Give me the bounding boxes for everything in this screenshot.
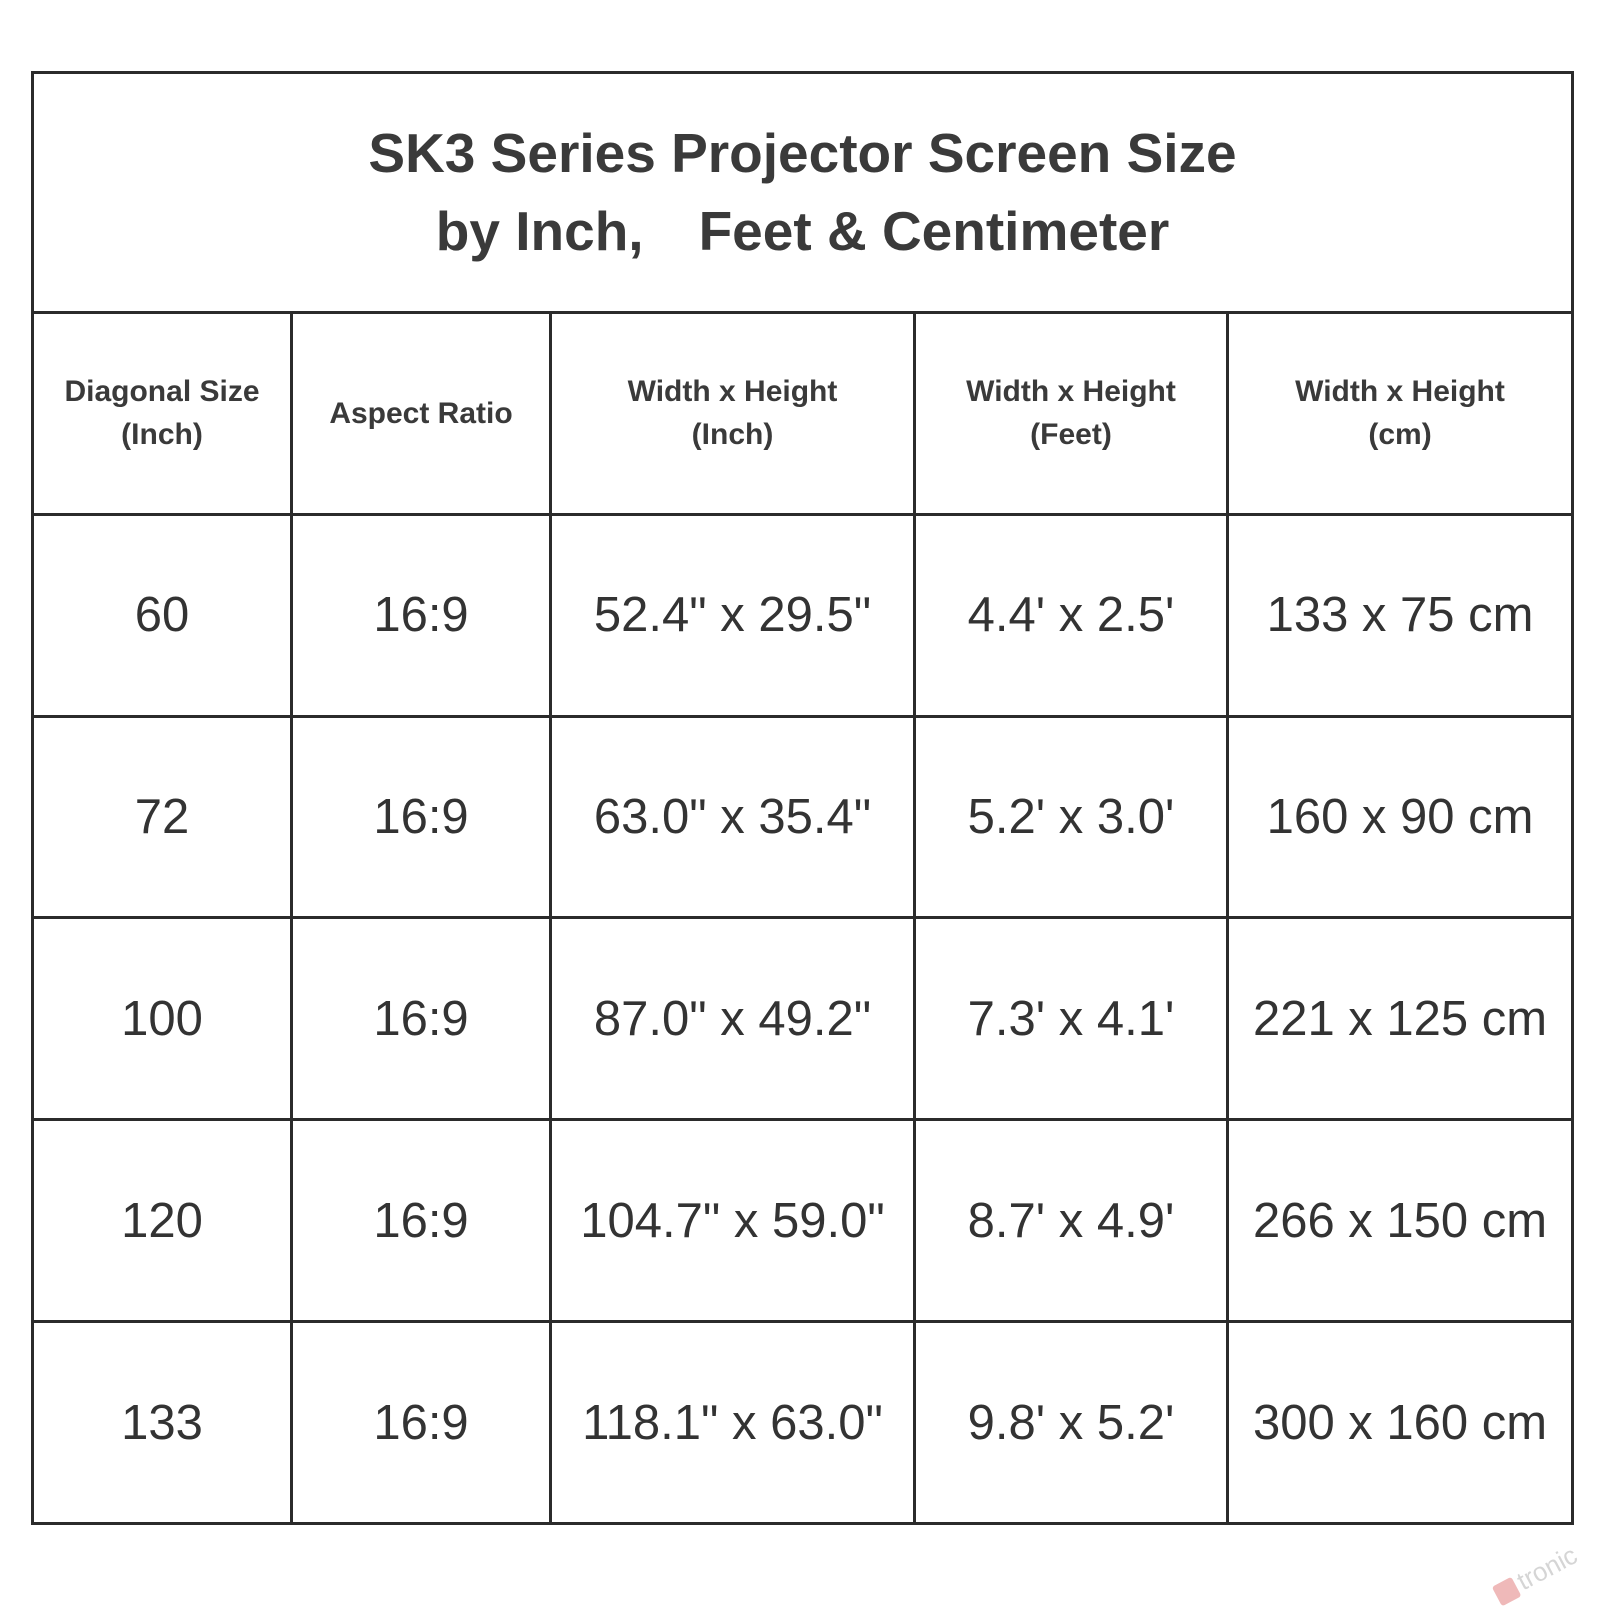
cell-aspect-ratio: 16:9 (290, 1320, 552, 1525)
cell-size-cm: 160 x 90 cm (1225, 714, 1575, 920)
cell-size-feet: 9.8' x 5.2' (913, 1320, 1229, 1525)
brand-watermark: tronic (1478, 1527, 1596, 1617)
cell-aspect-ratio: 16:9 (290, 1118, 552, 1324)
table-row: 100 16:9 87.0" x 49.2" 7.3' x 4.1' 221 x… (31, 916, 1575, 1122)
brand-logo-icon (1491, 1576, 1522, 1607)
cell-diagonal-size: 60 (31, 512, 293, 718)
header-diagonal-size: Diagonal Size (Inch) (31, 310, 293, 516)
header-size-feet: Width x Height (Feet) (913, 310, 1229, 516)
cell-aspect-ratio: 16:9 (290, 714, 552, 920)
title-line-1: SK3 Series Projector Screen Size (368, 122, 1237, 185)
cell-size-cm: 300 x 160 cm (1225, 1320, 1575, 1525)
table-title: SK3 Series Projector Screen Size by Inch… (30, 71, 1575, 314)
header-aspect-ratio: Aspect Ratio (290, 310, 552, 516)
header-unit: (Feet) (1030, 418, 1112, 452)
table-row: 133 16:9 118.1" x 63.0" 9.8' x 5.2' 300 … (31, 1320, 1575, 1525)
header-label: Width x Height (966, 375, 1176, 409)
cell-size-feet: 8.7' x 4.9' (913, 1118, 1229, 1324)
cell-diagonal-size: 72 (31, 714, 293, 920)
cell-size-inch: 63.0" x 35.4" (549, 714, 916, 920)
header-label: Width x Height (1295, 375, 1505, 409)
cell-aspect-ratio: 16:9 (290, 512, 552, 718)
cell-size-inch: 118.1" x 63.0" (549, 1320, 916, 1525)
cell-size-cm: 266 x 150 cm (1225, 1118, 1575, 1324)
header-label: Aspect Ratio (329, 396, 513, 430)
cell-diagonal-size: 120 (31, 1118, 293, 1324)
cell-size-inch: 104.7" x 59.0" (549, 1118, 916, 1324)
header-size-inch: Width x Height (Inch) (549, 310, 916, 516)
header-unit: (cm) (1368, 418, 1432, 452)
header-unit: (Inch) (691, 418, 774, 452)
table-row: 120 16:9 104.7" x 59.0" 8.7' x 4.9' 266 … (31, 1118, 1575, 1324)
cell-size-inch: 87.0" x 49.2" (549, 916, 916, 1122)
cell-size-cm: 221 x 125 cm (1225, 916, 1575, 1122)
watermark-text: tronic (1511, 1539, 1583, 1596)
title-line-2: by Inch, Feet & Centimeter (435, 200, 1170, 263)
table-row: 60 16:9 52.4" x 29.5" 4.4' x 2.5' 133 x … (31, 512, 1575, 718)
table-row: 72 16:9 63.0" x 35.4" 5.2' x 3.0' 160 x … (31, 714, 1575, 920)
header-unit: (Inch) (121, 418, 203, 452)
header-label: Diagonal Size (64, 375, 260, 409)
cell-size-feet: 5.2' x 3.0' (913, 714, 1229, 920)
header-label: Width x Height (627, 375, 838, 409)
header-row: Diagonal Size (Inch) Aspect Ratio Width … (31, 310, 1575, 516)
cell-size-cm: 133 x 75 cm (1225, 512, 1575, 718)
cell-size-feet: 4.4' x 2.5' (913, 512, 1229, 718)
cell-aspect-ratio: 16:9 (290, 916, 552, 1122)
cell-size-feet: 7.3' x 4.1' (913, 916, 1229, 1122)
title-row: SK3 Series Projector Screen Size by Inch… (30, 71, 1575, 314)
cell-diagonal-size: 133 (31, 1320, 293, 1525)
header-size-cm: Width x Height (cm) (1225, 310, 1575, 516)
cell-diagonal-size: 100 (31, 916, 293, 1122)
cell-size-inch: 52.4" x 29.5" (549, 512, 916, 718)
screen-size-table: SK3 Series Projector Screen Size by Inch… (30, 71, 1575, 1525)
